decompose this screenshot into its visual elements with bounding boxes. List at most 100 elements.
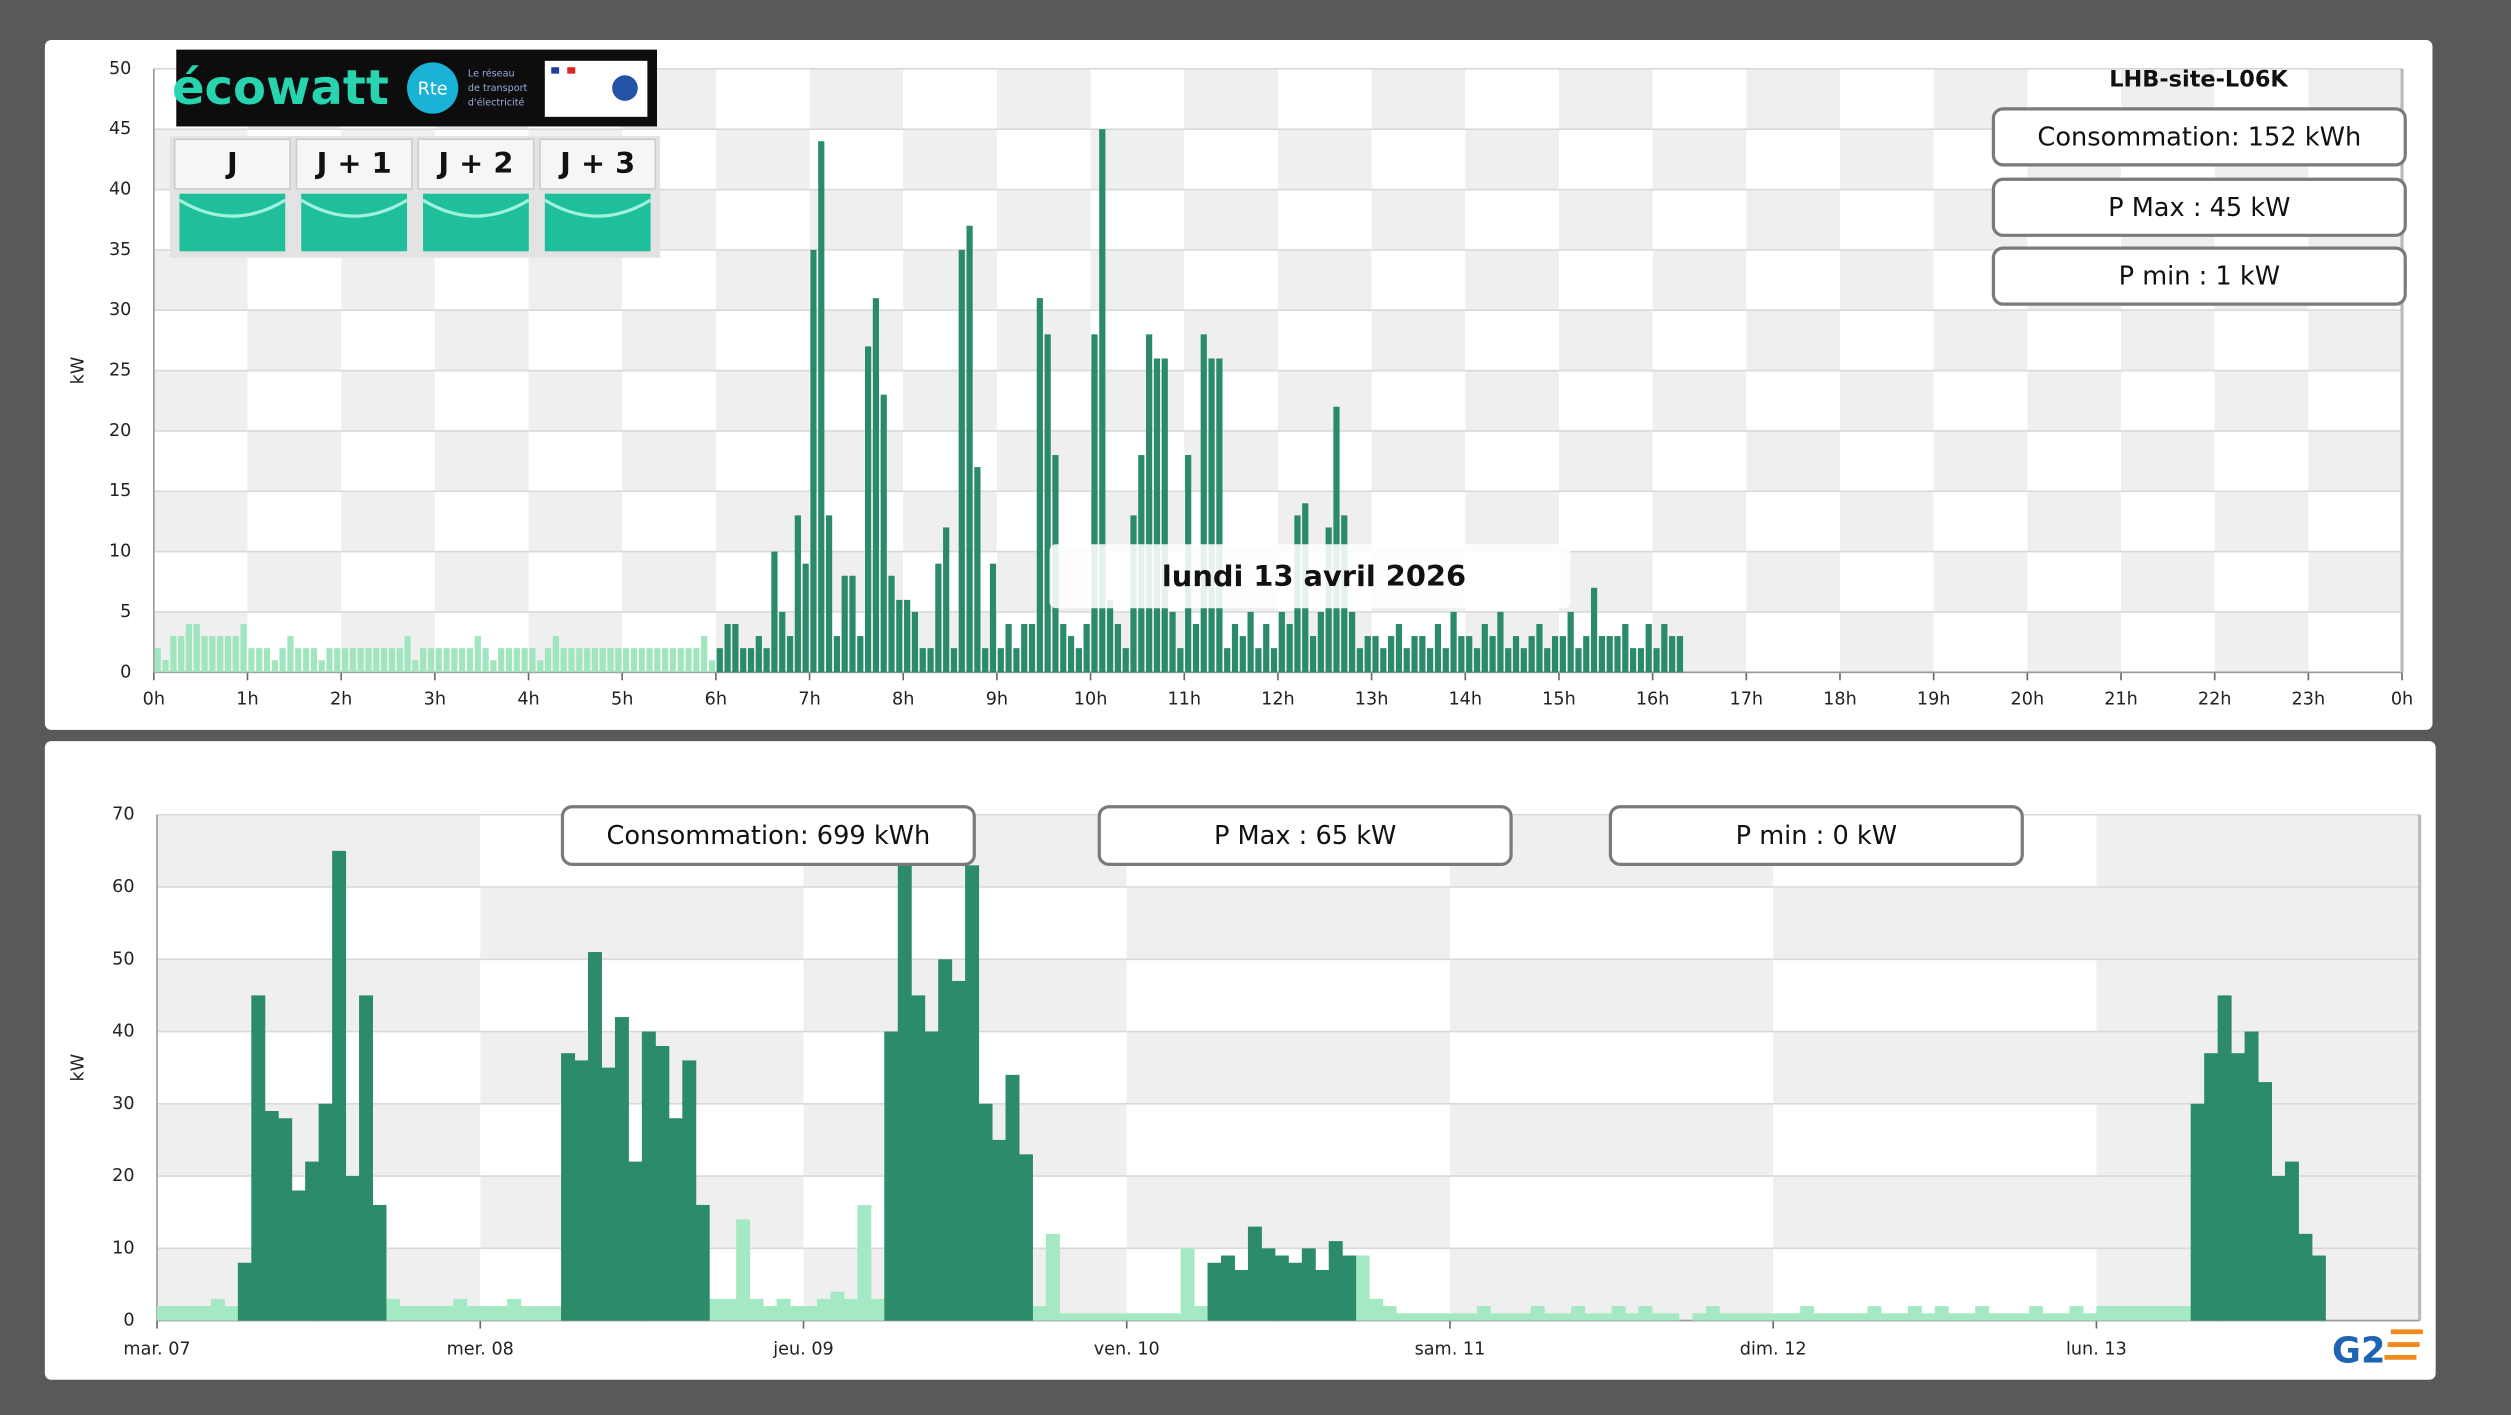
grid-cell	[1184, 249, 1278, 311]
grid-cell	[996, 611, 1091, 673]
grid-cell	[622, 249, 716, 311]
rte-tagline: Le réseau	[468, 68, 515, 80]
bar	[896, 599, 903, 673]
bar	[1934, 1306, 1949, 1321]
stat-box	[1097, 805, 1513, 866]
bar	[1676, 636, 1684, 673]
grid-cell	[1652, 68, 1747, 130]
bar	[1161, 358, 1168, 673]
y-tick-label: 40	[112, 1022, 134, 1042]
bar	[1551, 636, 1559, 673]
bar	[1328, 1241, 1343, 1321]
bar	[950, 648, 958, 673]
bar	[1661, 624, 1668, 673]
bar	[170, 1306, 185, 1321]
grid-cell	[1746, 68, 1840, 130]
grid-cell	[1652, 611, 1747, 673]
bar	[1692, 1313, 1707, 1321]
y-tick-label: 60	[112, 877, 134, 897]
bar	[264, 1111, 279, 1321]
grid-cell	[153, 611, 248, 673]
day-signal	[544, 193, 651, 252]
grid-cell	[1371, 68, 1466, 130]
grid-cell	[1371, 310, 1466, 371]
bar	[237, 1262, 252, 1321]
bar	[897, 865, 912, 1321]
bar	[1369, 1298, 1384, 1321]
bar	[924, 1031, 939, 1321]
bar	[763, 648, 770, 673]
grid-cell	[1746, 189, 1840, 250]
grid-cell	[2027, 370, 2122, 431]
x-tick-label: 16h	[1636, 690, 1670, 710]
bar	[1114, 624, 1122, 673]
grid-cell	[903, 129, 997, 190]
bar	[1288, 1262, 1303, 1321]
grid-cell	[480, 887, 804, 960]
grid-cell	[715, 430, 810, 492]
grid-cell	[1449, 959, 1774, 1032]
bar	[451, 648, 458, 673]
bar	[2123, 1306, 2138, 1321]
grid-cell	[247, 430, 342, 492]
bar	[183, 1306, 198, 1321]
grid-cell	[903, 249, 997, 311]
grid-cell	[1277, 189, 1372, 250]
bar	[638, 648, 645, 673]
bar	[1505, 648, 1512, 673]
grid-cell	[1465, 249, 1559, 311]
bar	[1239, 636, 1246, 673]
grid-cell	[1277, 310, 1372, 371]
grid-cell	[1746, 310, 1840, 371]
bar	[1364, 636, 1371, 673]
bar	[2042, 1313, 2057, 1321]
grid-cell	[1773, 887, 2097, 960]
y-tick-label: 70	[112, 805, 134, 825]
grid-cell	[1839, 310, 1934, 371]
bar	[427, 648, 435, 673]
grid-cell	[2027, 491, 2122, 552]
grid-cell	[996, 310, 1091, 371]
bar	[997, 648, 1004, 673]
day-wave	[178, 198, 287, 218]
grid-cell	[341, 611, 435, 673]
bar	[1255, 648, 1262, 673]
bar	[1380, 648, 1387, 673]
grid-cell	[528, 370, 623, 431]
bar	[1060, 624, 1067, 673]
x-tick-label: 3h	[424, 690, 446, 710]
bar	[1216, 358, 1223, 673]
stat-text: P min : 1 kW	[2119, 262, 2280, 292]
y-tick-label: 0	[120, 662, 131, 682]
grid-cell	[1090, 430, 1185, 492]
bar	[736, 1219, 751, 1321]
grid-cell	[157, 887, 481, 960]
y-tick-label: 25	[109, 361, 131, 381]
x-tick-label: 17h	[1730, 690, 1764, 710]
x-tick-label: 6h	[705, 690, 727, 710]
bar	[919, 648, 926, 673]
bar	[256, 648, 263, 673]
grid-cell	[153, 370, 248, 431]
grid-cell	[1090, 491, 1185, 552]
bar	[1638, 1306, 1653, 1321]
bar	[385, 1298, 400, 1321]
bar	[1544, 648, 1551, 673]
bar	[2311, 1255, 2326, 1321]
bar	[1625, 1313, 1639, 1321]
grid-cell	[434, 611, 529, 673]
grid-cell	[1449, 1031, 1774, 1104]
grid-cell	[1773, 1176, 2097, 1249]
bar	[1045, 1233, 1060, 1321]
y-tick-label: 15	[109, 481, 131, 501]
grid-cell	[622, 551, 716, 612]
bar	[927, 648, 934, 673]
grid-cell	[247, 249, 342, 311]
rte-logo	[407, 62, 459, 114]
bar	[2136, 1306, 2151, 1321]
grid-cell	[434, 491, 529, 552]
day-label: J + 1	[315, 146, 392, 180]
bar	[1301, 1248, 1316, 1321]
grid-cell	[341, 370, 435, 431]
